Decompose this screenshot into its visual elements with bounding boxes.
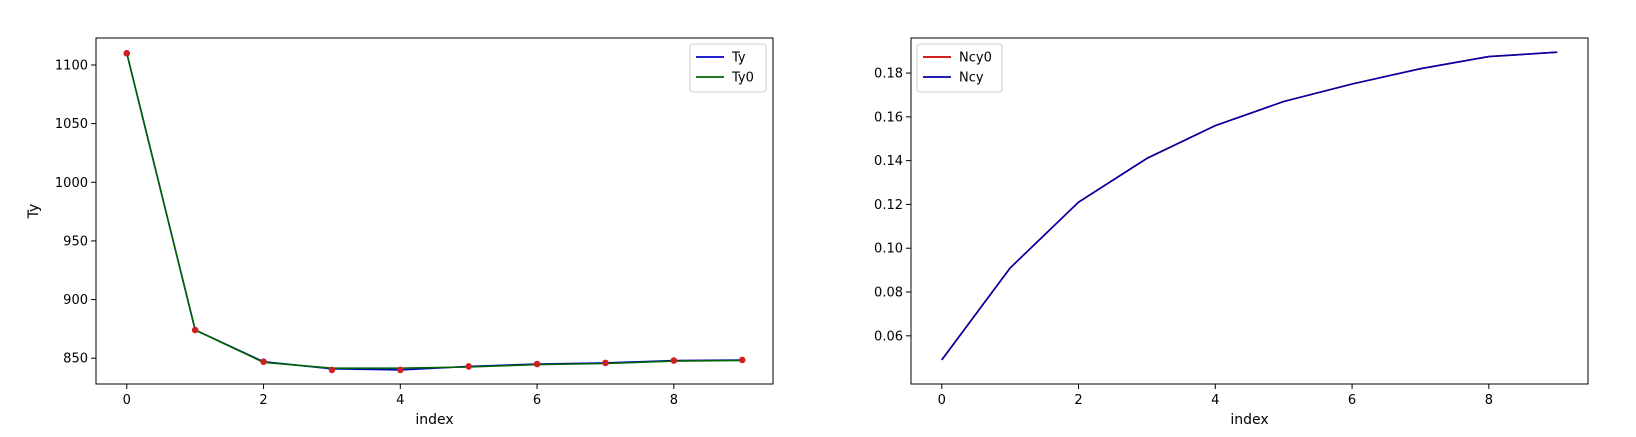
series-line-Ty xyxy=(126,53,743,371)
legend-label-Ty: Ty xyxy=(731,51,746,66)
data-point-marker xyxy=(533,360,541,368)
data-point-marker xyxy=(738,356,746,364)
x-axis-label: index xyxy=(415,412,453,428)
y-tick-label: 1050 xyxy=(55,117,88,132)
plot-frame xyxy=(95,37,774,385)
legend-label-Ncy: Ncy xyxy=(959,71,984,86)
data-point-marker xyxy=(191,326,199,334)
y-tick-label: 0.12 xyxy=(874,198,903,213)
data-point-marker xyxy=(670,357,678,364)
x-axis-label: index xyxy=(1230,412,1268,428)
legend: Ncy0 Ncy xyxy=(916,43,1003,93)
series-line-Ncy0 xyxy=(941,51,1558,361)
y-tick-label: 850 xyxy=(63,352,88,367)
y-tick-label: 0.18 xyxy=(874,67,903,82)
y-tick-label: 1100 xyxy=(55,58,88,73)
y-axis-label: Ty xyxy=(26,204,42,220)
x-tick-label: 0 xyxy=(123,393,131,408)
y-tick-label: 0.06 xyxy=(874,329,903,344)
y-tick-label: 0.08 xyxy=(874,286,903,301)
data-point-marker xyxy=(602,359,609,367)
y-tick-label: 1000 xyxy=(55,176,88,191)
x-tick-label: 8 xyxy=(670,393,678,408)
x-tick-label: 6 xyxy=(1348,393,1356,408)
y-tick-label: 0.14 xyxy=(874,154,903,169)
x-tick-label: 2 xyxy=(1074,393,1082,408)
y-tick-label: 900 xyxy=(63,293,88,308)
y-tick-label: 0.16 xyxy=(874,110,903,125)
data-point-marker xyxy=(328,366,336,374)
data-point-marker xyxy=(260,358,267,366)
plot-frame xyxy=(910,37,1589,385)
x-tick-label: 6 xyxy=(533,393,541,408)
legend-box xyxy=(689,43,767,93)
data-point-marker xyxy=(465,363,472,370)
chart-panel-2: 0 2 4 6 8 0.06 0.08 0.10 0.12 0.14 0.16 0.18 index Nc… xyxy=(874,37,1589,428)
y-tick-label: 0.10 xyxy=(874,242,903,257)
legend-box xyxy=(916,43,1003,93)
legend-label-Ncy0: Ncy0 xyxy=(959,51,992,66)
legend: Ty Ty0 xyxy=(689,43,767,93)
chart-panel-1: 0 2 4 6 8 850 900 950 1000 1050 1100 index Ty Ty Ty0 xyxy=(26,37,774,428)
x-tick-label: 2 xyxy=(259,393,267,408)
legend-label-Ty0: Ty0 xyxy=(731,71,754,86)
series-line-Ncy xyxy=(941,51,1558,361)
x-tick-label: 4 xyxy=(1211,393,1219,408)
data-point-marker xyxy=(397,366,404,374)
x-tick-label: 8 xyxy=(1485,393,1493,408)
y-tick-label: 950 xyxy=(63,234,88,249)
data-point-marker xyxy=(123,49,131,57)
x-tick-label: 4 xyxy=(396,393,404,408)
x-tick-label: 0 xyxy=(938,393,946,408)
series-line-Ty0 xyxy=(126,53,743,370)
